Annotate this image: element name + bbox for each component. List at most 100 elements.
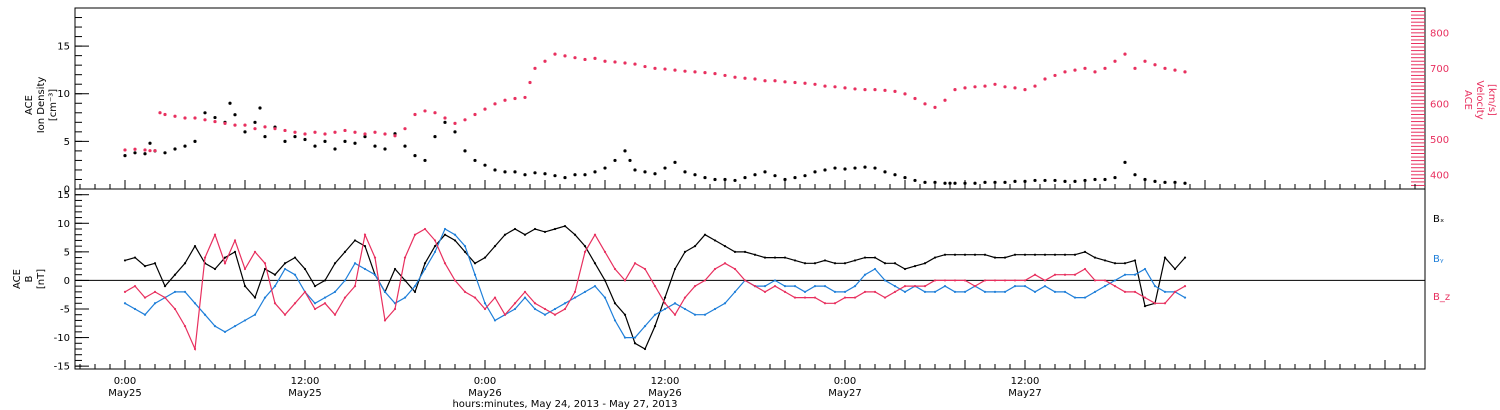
density-point (723, 177, 727, 182)
field-tick-label: 15 (57, 190, 70, 201)
by-point (693, 313, 697, 316)
bx-point (393, 267, 397, 271)
by-point (413, 285, 417, 288)
by-point (373, 273, 377, 276)
by-point (773, 279, 777, 282)
density-point (443, 120, 447, 124)
density-point (833, 166, 837, 170)
top-data-points (123, 52, 1187, 185)
velocity-point (483, 107, 487, 111)
density-point (1003, 180, 1007, 184)
bz-point (723, 262, 727, 265)
density-point (433, 135, 437, 139)
bz-point (933, 279, 937, 282)
density-point (663, 166, 667, 170)
by-point (1113, 279, 1117, 282)
time-tick-label: 12:00 (291, 376, 320, 387)
density-point (593, 170, 597, 174)
density-point (353, 141, 357, 145)
velocity-point (603, 59, 607, 63)
bx-point (553, 227, 557, 231)
bz-point (573, 290, 577, 293)
velocity-point (713, 72, 717, 76)
by-point (853, 285, 857, 288)
bz-point (223, 262, 227, 265)
velocity-point (403, 127, 407, 131)
density-point (193, 139, 197, 143)
density-point (873, 166, 877, 170)
velocity-point (283, 128, 287, 133)
bx-point (443, 233, 447, 236)
velocity-point (1063, 70, 1067, 74)
velocity-point (793, 80, 797, 85)
legend-by: Bᵧ (1433, 254, 1444, 265)
velocity-point (363, 132, 367, 136)
velocity-point (883, 88, 887, 92)
bz-point (1163, 302, 1167, 305)
time-tick-label: 0:00 (114, 376, 136, 387)
by-point (383, 290, 387, 293)
velocity-point (223, 121, 227, 125)
bz-point (1003, 279, 1007, 282)
velocity-point (773, 79, 777, 83)
by-point (143, 313, 147, 316)
date-tick-label: May26 (468, 388, 501, 399)
velocity-point (583, 57, 587, 62)
velocity-point (203, 118, 207, 122)
bx-point (1013, 253, 1017, 256)
bz-point (293, 302, 297, 305)
bx-point (663, 296, 667, 299)
bx-point (363, 245, 367, 248)
bz-point (693, 285, 697, 288)
bz-point (753, 285, 757, 288)
velocity-point (1013, 86, 1017, 90)
density-point (643, 170, 647, 174)
bz-point (913, 285, 917, 288)
bx-point (333, 262, 337, 265)
by-point (643, 325, 647, 328)
density-point (1093, 177, 1097, 182)
bz-point (633, 262, 637, 265)
velocity-point (293, 130, 297, 134)
bz-point (603, 250, 607, 253)
by-point (893, 285, 897, 288)
velocity-point (903, 92, 907, 96)
bx-point (453, 239, 457, 242)
velocity-point (243, 123, 247, 127)
by-point (1093, 290, 1097, 293)
by-point (1073, 296, 1077, 299)
density-point (253, 120, 257, 124)
by-point (813, 285, 817, 288)
bx-point (1123, 262, 1127, 265)
density-point (693, 173, 697, 177)
by-point (353, 262, 357, 265)
bz-point (1053, 273, 1057, 276)
bz-point (333, 313, 337, 316)
velocity-point (563, 54, 567, 58)
density-point (843, 167, 847, 171)
bx-point (233, 250, 237, 253)
bx-point (743, 250, 747, 253)
time-axis-labels: 0:00May2512:00May250:00May2612:00May260:… (108, 376, 1041, 399)
bx-point (573, 233, 577, 236)
velocity-point (273, 127, 277, 131)
velocity-point (1023, 88, 1027, 92)
bz-point (453, 279, 457, 282)
velocity-point (1123, 52, 1127, 56)
density-point (243, 130, 247, 134)
by-point (653, 313, 657, 316)
density-point (503, 170, 507, 174)
bz-point (873, 290, 877, 293)
date-tick-label: May25 (108, 388, 141, 399)
velocity-point (353, 130, 357, 134)
density-point (743, 175, 747, 180)
velocity-point (993, 82, 997, 86)
bx-point (823, 259, 827, 262)
density-point (148, 141, 152, 145)
bz-point (473, 296, 477, 299)
bx-point (1003, 256, 1007, 259)
bx-point (403, 279, 407, 282)
bx-point (343, 250, 347, 253)
bz-point (283, 313, 287, 316)
density-point (1163, 180, 1167, 184)
